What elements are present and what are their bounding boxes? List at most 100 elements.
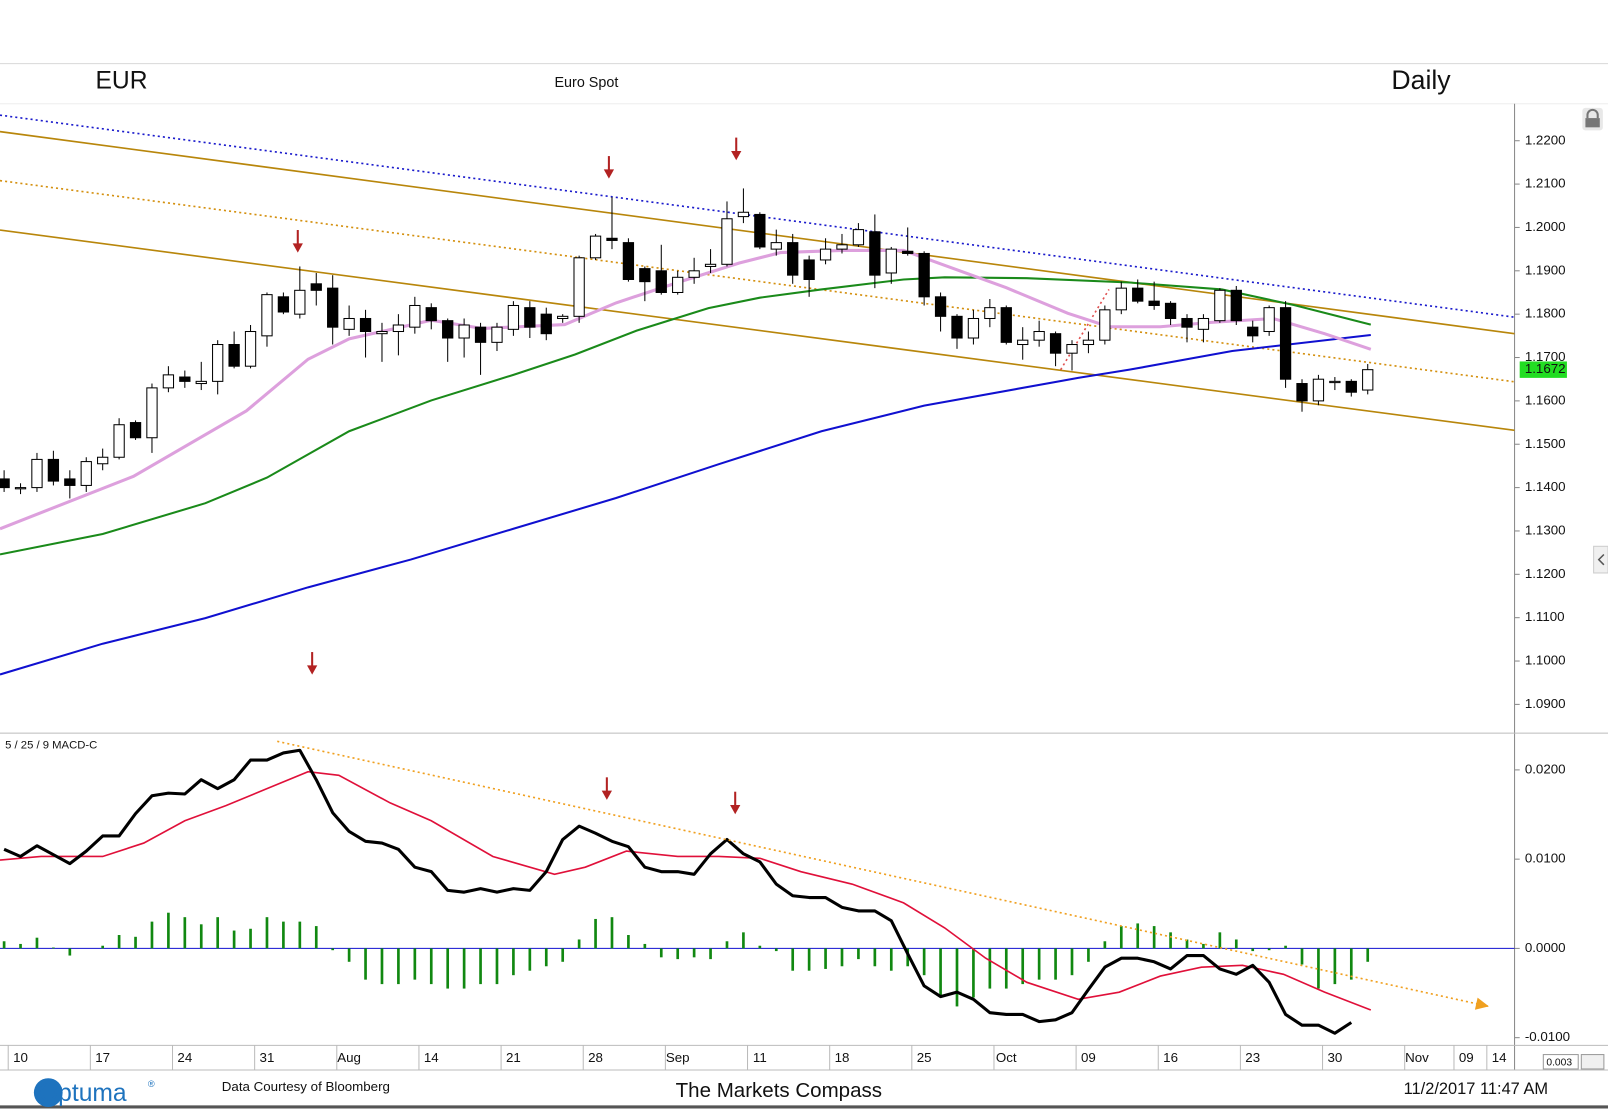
histogram-bar (183, 917, 187, 949)
candle-body (507, 304, 520, 330)
histogram-bar (1021, 948, 1025, 985)
histogram-bar (758, 945, 762, 949)
x-tick-label: 09 (1459, 1050, 1474, 1065)
lock-icon[interactable] (1582, 107, 1603, 131)
histogram-bar (35, 937, 39, 949)
candle-body (655, 270, 667, 293)
scale-toggle[interactable] (1580, 1054, 1605, 1070)
histogram-bar (1070, 948, 1074, 976)
histogram-bar (922, 948, 926, 976)
collapse-handle[interactable] (1593, 545, 1608, 574)
candle-body (1247, 326, 1259, 337)
trendline (1060, 289, 1110, 371)
histogram-bar (1185, 939, 1189, 949)
candle-body (1197, 317, 1210, 330)
candle-body (195, 380, 207, 385)
histogram-bar (1284, 945, 1287, 949)
collapse-button[interactable] (1593, 545, 1608, 574)
candle-body (1214, 289, 1226, 322)
candle-body (409, 304, 421, 328)
histogram-bar (52, 947, 55, 949)
candle-body (573, 257, 585, 317)
x-tick-label: 25 (917, 1050, 932, 1065)
histogram-bar (627, 935, 630, 949)
y-tick-label: -0.0100 (1525, 1029, 1570, 1044)
histogram-bar (1152, 926, 1156, 949)
candle-body (14, 487, 27, 490)
candle-body (803, 259, 815, 280)
footer: Optuma ® Data Courtesy of Bloomberg The … (33, 1078, 1548, 1107)
candle-body (639, 268, 651, 283)
candle-body (359, 317, 372, 333)
x-tick-label: 14 (424, 1050, 439, 1065)
histogram-bar (199, 924, 203, 949)
histogram-bar (397, 948, 400, 985)
candle-body (1049, 333, 1062, 354)
histogram-bar (577, 939, 581, 949)
histogram-bar (167, 912, 170, 949)
instrument-subtitle: Euro Spot (554, 75, 618, 91)
candle-body (458, 324, 470, 339)
lock-body (1585, 118, 1600, 128)
x-tick-label: 17 (95, 1050, 110, 1065)
y-tick-label: 1.2100 (1525, 176, 1566, 191)
histogram-bar (429, 948, 433, 985)
histogram-bar (1169, 932, 1172, 949)
histogram-bar (889, 948, 893, 971)
candle-body (984, 307, 996, 320)
histogram-bar (314, 926, 318, 949)
histogram-bar (873, 948, 877, 967)
histogram-bar (1054, 948, 1057, 980)
histogram-bar (1218, 932, 1222, 949)
y-tick-label: 1.1000 (1525, 653, 1566, 668)
candle-body (688, 270, 700, 278)
candle-body (0, 478, 10, 489)
y-tick-label: 1.1800 (1525, 306, 1566, 321)
candle-body (1148, 300, 1160, 307)
histogram-bar (544, 948, 548, 967)
histogram-bar (282, 921, 285, 949)
candle-body (343, 317, 355, 330)
candle-body (787, 242, 799, 276)
y-tick-label: 1.1700 (1525, 349, 1566, 364)
y-tick-label: 1.1600 (1525, 392, 1566, 407)
candle-body (869, 231, 881, 276)
histogram-bar (364, 948, 367, 980)
price-panel (0, 114, 1515, 676)
histogram-bar (955, 948, 959, 1007)
candle-body (277, 296, 290, 313)
scale-box[interactable]: 0.003 (1542, 1054, 1605, 1070)
candle-body (754, 213, 766, 248)
candle-body (1164, 302, 1177, 320)
signal-arrows (292, 137, 742, 815)
histogram-bar (824, 948, 827, 969)
candle-body (1082, 339, 1095, 346)
candle-body (244, 330, 257, 367)
histogram-bar (298, 921, 302, 949)
histogram-bar (939, 948, 942, 998)
histogram-bar (1267, 948, 1271, 951)
candle-body (1099, 309, 1111, 341)
candle-body (442, 320, 454, 339)
histogram-bar (857, 948, 860, 960)
candle-body (1230, 289, 1242, 322)
candle-body (294, 289, 306, 315)
scale-box-frame[interactable] (1542, 1054, 1579, 1070)
candle-body (261, 294, 273, 337)
histogram-bar (972, 948, 975, 998)
histogram-bar (19, 943, 22, 949)
histogram-bar (462, 948, 466, 989)
histogram-bar (1317, 948, 1320, 989)
x-tick-label: 31 (260, 1050, 275, 1065)
histogram-bar (561, 948, 565, 962)
y-tick-label: 1.1500 (1525, 436, 1566, 451)
histogram-bar (1234, 939, 1238, 949)
logo-mark: ® (148, 1079, 155, 1089)
histogram-bar (1202, 943, 1205, 949)
candle-body (1066, 344, 1078, 354)
instrument-title: EUR (95, 68, 147, 95)
histogram-bar (1103, 941, 1107, 949)
logo-badge (33, 1078, 63, 1107)
histogram-bar (2, 941, 6, 949)
histogram-bar (101, 945, 105, 949)
